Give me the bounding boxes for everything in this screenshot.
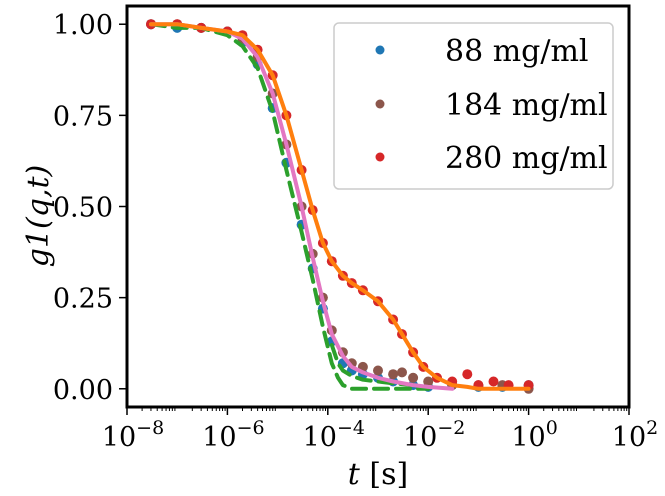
y-tick-label-0: 0.00 xyxy=(53,375,113,406)
x-tick-label-2: 10−4 xyxy=(303,417,365,453)
data-point-s1-15 xyxy=(373,365,383,376)
fit-curve-0 xyxy=(149,22,431,391)
y-axis-label: g1(q,t) xyxy=(21,165,56,268)
y-tick-label-1: 0.25 xyxy=(53,284,113,315)
x-tick-label-3: 10−2 xyxy=(403,417,465,453)
y-tick-label-3: 0.75 xyxy=(53,101,113,132)
data-point-s2-24 xyxy=(488,376,499,387)
legend-label-184: 184 mg/ml xyxy=(445,88,608,123)
data-point-s1-17 xyxy=(397,367,407,378)
legend: 88 mg/ml 184 mg/ml 280 mg/ml xyxy=(333,22,614,190)
data-point-s1-19 xyxy=(423,376,434,387)
fit-curves xyxy=(149,22,531,391)
x-tick-label-0: 10−8 xyxy=(102,417,164,453)
data-point-s1-16 xyxy=(388,369,399,380)
data-point-s2-22 xyxy=(462,369,473,380)
y-tick-label-4: 1.00 xyxy=(53,10,113,41)
legend-label-280: 280 mg/ml xyxy=(445,141,608,176)
legend-marker-88 xyxy=(375,45,385,55)
axes: 10−8 10−6 10−4 10−2 100 102 0.00 0.25 0.50 0.75 1.… xyxy=(53,4,658,453)
legend-marker-280 xyxy=(375,152,385,162)
legend-label-88: 88 mg/ml xyxy=(445,34,589,69)
x-tick-label-5: 102 xyxy=(612,417,658,453)
legend-marker-184 xyxy=(375,99,385,109)
x-tick-label-4: 100 xyxy=(511,417,557,453)
x-axis-label: t [s] xyxy=(348,457,408,492)
data-point-s1-18 xyxy=(408,372,419,383)
fit-curve-3 xyxy=(149,22,531,391)
legend-box xyxy=(333,22,614,190)
y-tick-label-2: 0.50 xyxy=(53,193,113,224)
x-tick-label-1: 10−6 xyxy=(202,417,264,453)
